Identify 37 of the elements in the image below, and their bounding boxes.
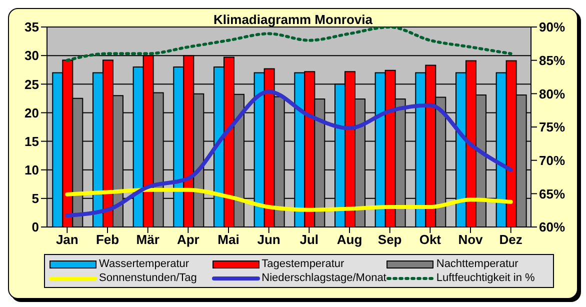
legend-label: Niederschlagstage/Monat: [262, 272, 386, 284]
x-tick-label: Nov: [458, 232, 484, 248]
x-tick-label: Okt: [419, 232, 442, 248]
y-tick-label: 0: [32, 220, 39, 235]
y2-tick-label: 80%: [539, 86, 566, 102]
y2-tick-label: 85%: [539, 52, 566, 68]
y-tick-label: 5: [32, 191, 39, 206]
y2-tick-label: 75%: [539, 120, 566, 135]
y2-tick-label: 60%: [539, 220, 566, 235]
legend-label: Tagestemperatur: [262, 258, 344, 270]
y-tick-label: 35: [24, 20, 39, 35]
line-series: [65, 90, 513, 218]
y2-tick-label: 65%: [539, 186, 566, 202]
y2-tick-label: 90%: [539, 20, 566, 35]
y-tick-label: 25: [24, 76, 39, 92]
line-series: [65, 188, 513, 212]
x-tick-label: Apr: [176, 232, 200, 248]
chart-title: Klimadiagramm Monrovia: [214, 12, 372, 27]
x-tick-label: Mär: [136, 232, 160, 248]
x-tick-label: Sep: [378, 232, 402, 248]
x-tick-label: Jan: [56, 232, 78, 248]
line-series: [66, 27, 512, 62]
x-tick-label: Jun: [257, 232, 280, 248]
legend-label: Sonnenstunden/Tag: [99, 272, 197, 284]
y-tick-label: 10: [24, 162, 39, 178]
y-tick-label: 15: [24, 134, 39, 149]
x-tick-label: Feb: [96, 232, 120, 248]
y-tick-label: 30: [24, 48, 39, 64]
x-tick-label: Mai: [218, 232, 240, 248]
x-tick-label: Aug: [336, 232, 362, 248]
y-tick-label: 20: [24, 105, 39, 120]
x-tick-label: Jul: [300, 232, 319, 248]
legend-label: Luftfeuchtigkeit in %: [436, 272, 535, 284]
y2-tick-label: 70%: [539, 152, 566, 168]
x-tick-label: Dez: [499, 232, 523, 248]
legend-label: Nachttemperatur: [436, 258, 518, 270]
legend-label: Wassertemperatur: [99, 258, 190, 270]
